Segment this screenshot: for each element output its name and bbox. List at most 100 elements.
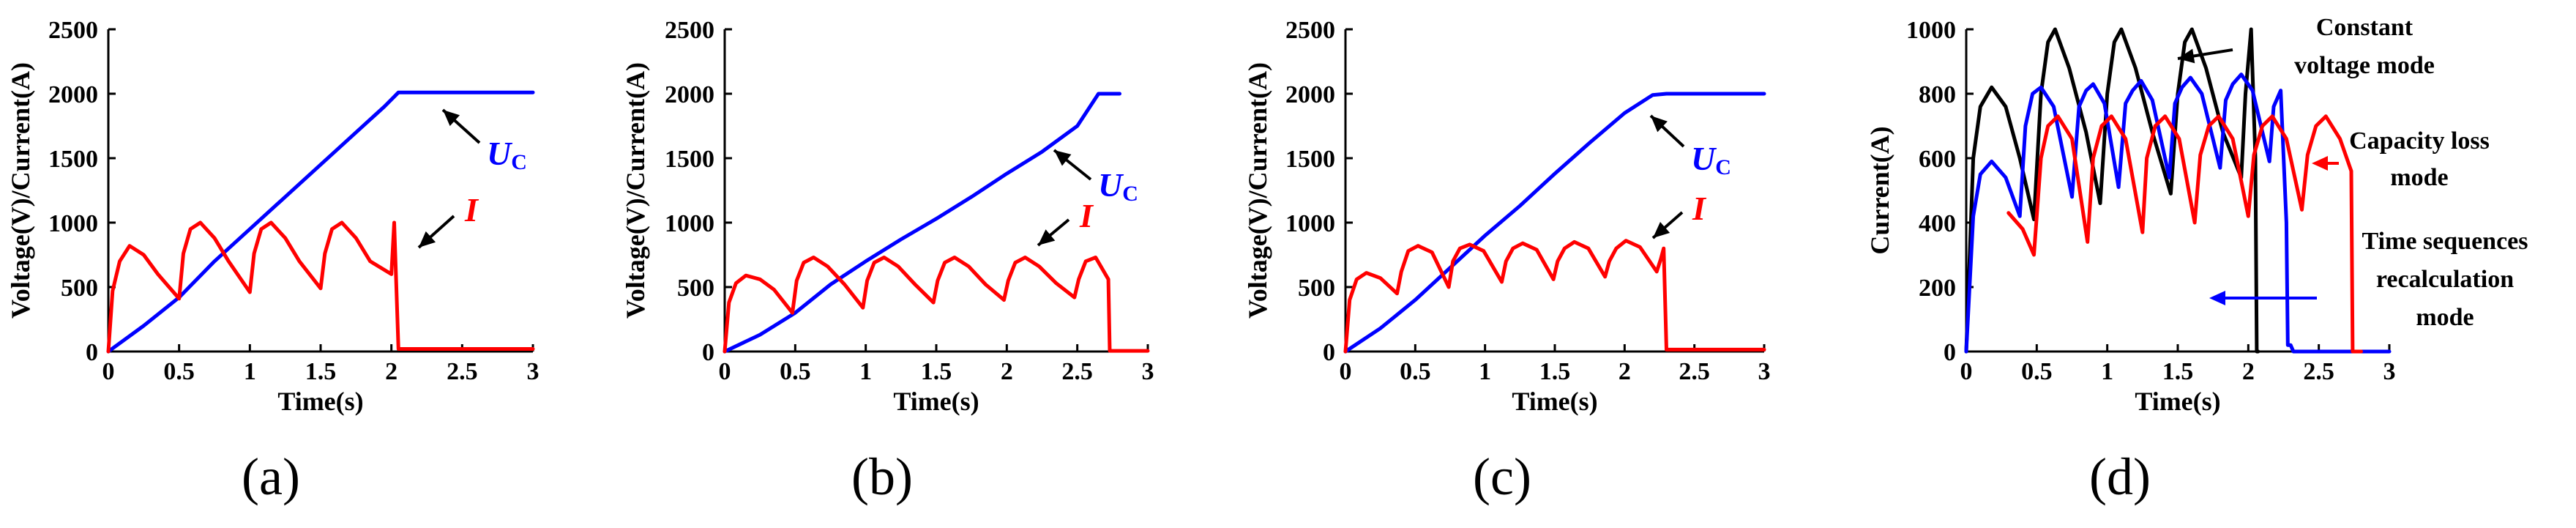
y-tick-label: 1000 xyxy=(665,210,714,237)
current-arrow xyxy=(1037,218,1070,247)
x-tick-label: 0.5 xyxy=(1400,358,1431,385)
panel-label: (a) xyxy=(242,447,300,506)
y-tick-label: 0 xyxy=(702,339,714,366)
time-seq-mode-label: Time sequences xyxy=(2362,228,2528,255)
uc-annotation: UC xyxy=(487,135,527,174)
series-line-i xyxy=(1343,239,1766,354)
current-annotation: I xyxy=(1692,190,1707,227)
y-tick-label: 1500 xyxy=(1285,146,1335,173)
panel-label: (b) xyxy=(851,447,913,506)
x-tick-label: 2.5 xyxy=(447,358,478,385)
uc-arrow xyxy=(1649,114,1685,148)
y-tick-label: 2000 xyxy=(665,81,714,108)
constant-mode-arrow xyxy=(2177,48,2233,64)
x-axis-label: Time(s) xyxy=(1512,387,1597,416)
capacity-mode-label: Capacity loss xyxy=(2349,127,2490,155)
panel-label: (d) xyxy=(2089,447,2151,506)
current-annotation: I xyxy=(1079,197,1094,234)
series-line-time-sequences-recalculation-mode xyxy=(1964,72,2392,354)
y-tick-label: 1000 xyxy=(1906,17,1956,44)
x-tick-label: 2.5 xyxy=(2303,358,2334,385)
uc-annotation: UC xyxy=(1098,166,1138,206)
y-tick-label: 1000 xyxy=(48,210,98,237)
x-tick-label: 3 xyxy=(1142,358,1154,385)
series-line-capacity-loss-mode xyxy=(2006,114,2363,354)
y-tick-label: 2000 xyxy=(1285,81,1335,108)
series-line-uc xyxy=(106,90,535,354)
x-tick-label: 1 xyxy=(2101,358,2113,385)
x-tick-label: 1.5 xyxy=(2162,358,2194,385)
y-tick-label: 500 xyxy=(677,275,714,302)
y-tick-label: 1500 xyxy=(48,146,98,173)
x-tick-label: 0.5 xyxy=(2021,358,2053,385)
x-tick-label: 0.5 xyxy=(780,358,811,385)
x-tick-label: 0 xyxy=(102,358,115,385)
x-tick-label: 0 xyxy=(1340,358,1352,385)
series-line-i xyxy=(723,256,1150,354)
x-tick-label: 1.5 xyxy=(305,358,337,385)
current-arrow xyxy=(1651,211,1684,239)
y-axis-label: Voltage(V)/Current(A) xyxy=(1243,62,1272,319)
x-axis-label: Time(s) xyxy=(277,387,363,416)
y-tick-label: 2500 xyxy=(665,17,714,44)
uc-arrow xyxy=(1053,149,1092,181)
x-tick-label: 0 xyxy=(719,358,731,385)
y-tick-label: 800 xyxy=(1919,81,1956,108)
series-line-uc xyxy=(723,92,1121,354)
chart-panel-3: 0 0.5 1 1.5 2 2.5 3 0 500 1000 1500 2000 2500 Time(s)… xyxy=(1243,17,1771,506)
current-annotation: I xyxy=(464,191,479,228)
x-tick-label: 2.5 xyxy=(1679,358,1710,385)
x-tick-label: 3 xyxy=(2383,358,2396,385)
y-axis-label: Voltage(V)/Current(A) xyxy=(621,62,650,319)
y-tick-label: 2500 xyxy=(48,17,98,44)
x-tick-label: 3 xyxy=(527,358,540,385)
y-tick-label: 500 xyxy=(61,275,98,302)
chart-panel-2: 0 0.5 1 1.5 2 2.5 3 0 500 1000 1500 2000 2500 Time(s)… xyxy=(621,17,1154,506)
capacity-arrow-head xyxy=(2312,156,2328,171)
x-tick-label: 0.5 xyxy=(163,358,195,385)
y-axis-label: Voltage(V)/Current(A) xyxy=(6,62,35,319)
current-arrow xyxy=(417,215,455,249)
time-seq-mode-label: mode xyxy=(2416,304,2474,331)
x-tick-label: 2 xyxy=(2242,358,2255,385)
uc-arrow xyxy=(441,108,481,144)
x-tick-label: 2 xyxy=(1001,358,1013,385)
y-axis-label: Current(A) xyxy=(1865,126,1894,254)
x-tick-label: 0 xyxy=(1960,358,1973,385)
x-tick-label: 1.5 xyxy=(921,358,952,385)
y-tick-label: 400 xyxy=(1919,210,1956,237)
x-tick-label: 1 xyxy=(244,358,256,385)
series-line-uc xyxy=(1343,92,1766,354)
y-tick-label: 2000 xyxy=(48,81,98,108)
x-tick-label: 2 xyxy=(385,358,397,385)
y-tick-label: 500 xyxy=(1298,275,1335,302)
y-tick-label: 1000 xyxy=(1285,210,1335,237)
x-tick-label: 2.5 xyxy=(1061,358,1093,385)
chart-panel-4: 0 0.5 1 1.5 2 2.5 3 0 200 400 600 800 1000 Time(s) Cur… xyxy=(1865,14,2528,506)
y-tick-label: 0 xyxy=(1323,339,1335,366)
chart-panel-1: 0 0.5 1 1.5 2 2.5 3 0 500 1000 1500 2000 2500 Time(s)… xyxy=(6,17,540,506)
time-seq-arrow-head xyxy=(2209,291,2225,305)
x-axis-label: Time(s) xyxy=(2135,387,2220,416)
y-tick-label: 600 xyxy=(1919,146,1956,173)
y-tick-label: 0 xyxy=(86,339,98,366)
series-line-i xyxy=(106,220,535,354)
constant-mode-label: voltage mode xyxy=(2294,52,2435,79)
y-tick-label: 1500 xyxy=(665,146,714,173)
uc-annotation: UC xyxy=(1691,140,1731,179)
x-tick-label: 3 xyxy=(1758,358,1771,385)
y-tick-label: 0 xyxy=(1944,339,1956,366)
time-seq-mode-label: recalculation xyxy=(2376,266,2514,293)
y-tick-label: 200 xyxy=(1919,275,1956,302)
x-tick-label: 2 xyxy=(1619,358,1631,385)
y-tick-label: 2500 xyxy=(1285,17,1335,44)
x-tick-label: 1 xyxy=(1479,358,1491,385)
x-axis-label: Time(s) xyxy=(893,387,979,416)
x-tick-label: 1 xyxy=(859,358,872,385)
series-line-constant-voltage-mode xyxy=(1964,27,2260,354)
constant-mode-label: Constant xyxy=(2316,14,2413,41)
capacity-mode-label: mode xyxy=(2390,164,2448,191)
panel-label: (c) xyxy=(1473,447,1531,506)
x-tick-label: 1.5 xyxy=(1539,358,1571,385)
